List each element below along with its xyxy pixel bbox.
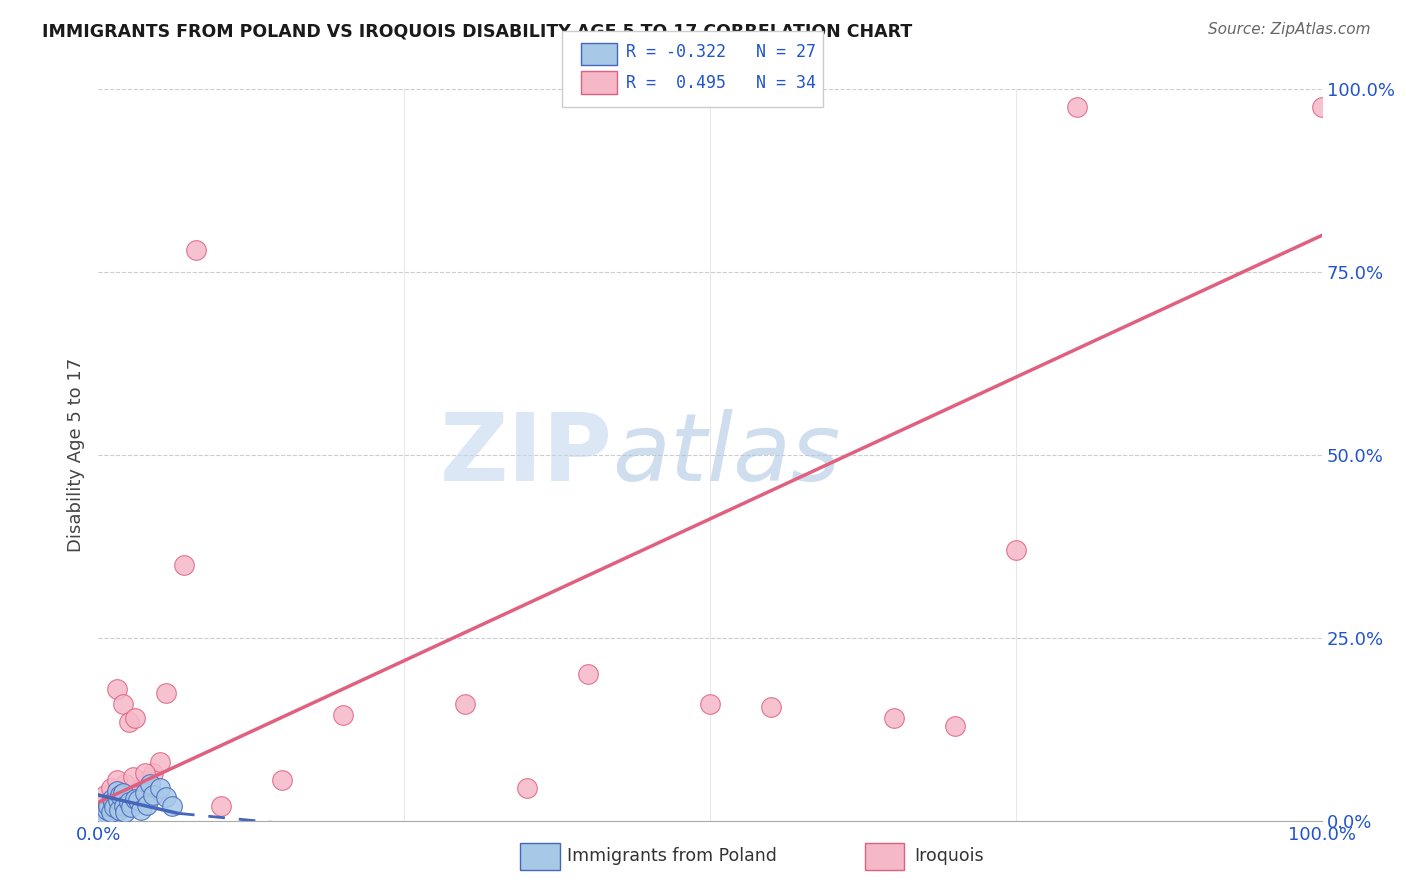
Point bbox=[134, 786, 156, 800]
Point bbox=[96, 803, 118, 817]
Point bbox=[149, 755, 172, 769]
Point bbox=[108, 803, 131, 817]
Point bbox=[100, 805, 122, 819]
Point bbox=[111, 697, 134, 711]
Point bbox=[93, 788, 115, 802]
Text: ZIP: ZIP bbox=[439, 409, 612, 501]
Point bbox=[101, 796, 124, 810]
Point bbox=[110, 788, 132, 802]
Point bbox=[1310, 101, 1333, 115]
Point bbox=[160, 799, 183, 814]
Point bbox=[91, 799, 114, 814]
Text: R =  0.495   N = 34: R = 0.495 N = 34 bbox=[626, 74, 815, 92]
Point bbox=[943, 718, 966, 732]
Point bbox=[112, 799, 135, 814]
Point bbox=[173, 558, 195, 572]
Point bbox=[129, 780, 152, 795]
Point bbox=[101, 796, 124, 810]
Point bbox=[111, 786, 134, 800]
Point bbox=[114, 805, 136, 819]
Point bbox=[576, 667, 599, 681]
Point bbox=[142, 766, 165, 780]
Point bbox=[118, 714, 141, 729]
Point bbox=[101, 791, 124, 805]
Point bbox=[129, 803, 152, 817]
Point bbox=[155, 790, 177, 805]
Point bbox=[105, 773, 128, 788]
Point bbox=[124, 791, 146, 805]
Point bbox=[121, 770, 143, 784]
Point bbox=[139, 777, 162, 791]
Point bbox=[761, 700, 783, 714]
Point bbox=[699, 697, 721, 711]
Point bbox=[114, 777, 136, 791]
Point bbox=[136, 773, 159, 788]
Point bbox=[186, 243, 208, 257]
Text: R = -0.322   N = 27: R = -0.322 N = 27 bbox=[626, 43, 815, 61]
Point bbox=[97, 803, 120, 817]
Text: atlas: atlas bbox=[612, 409, 841, 500]
Point bbox=[124, 711, 146, 725]
Point bbox=[110, 791, 132, 805]
Point bbox=[100, 780, 122, 795]
Point bbox=[127, 793, 149, 807]
Point bbox=[332, 707, 354, 722]
Text: Source: ZipAtlas.com: Source: ZipAtlas.com bbox=[1208, 22, 1371, 37]
Point bbox=[136, 797, 159, 812]
Point bbox=[103, 800, 125, 814]
Y-axis label: Disability Age 5 to 17: Disability Age 5 to 17 bbox=[66, 358, 84, 552]
Point bbox=[97, 799, 120, 814]
Point bbox=[118, 796, 141, 810]
Point bbox=[107, 793, 129, 807]
Point bbox=[883, 711, 905, 725]
Point bbox=[454, 697, 477, 711]
Point bbox=[142, 788, 165, 802]
Text: IMMIGRANTS FROM POLAND VS IROQUOIS DISABILITY AGE 5 TO 17 CORRELATION CHART: IMMIGRANTS FROM POLAND VS IROQUOIS DISAB… bbox=[42, 22, 912, 40]
Point bbox=[270, 773, 294, 788]
Point bbox=[149, 780, 172, 795]
Point bbox=[155, 686, 177, 700]
Text: Immigrants from Poland: Immigrants from Poland bbox=[567, 847, 776, 865]
Point bbox=[209, 799, 232, 814]
Point bbox=[105, 784, 128, 798]
Point bbox=[91, 806, 114, 821]
Point bbox=[1004, 543, 1026, 558]
Point bbox=[93, 807, 115, 822]
Point bbox=[134, 766, 156, 780]
Point bbox=[120, 800, 142, 814]
Point bbox=[1066, 101, 1088, 115]
Point bbox=[516, 780, 538, 795]
Text: Iroquois: Iroquois bbox=[914, 847, 984, 865]
Point bbox=[105, 681, 128, 696]
